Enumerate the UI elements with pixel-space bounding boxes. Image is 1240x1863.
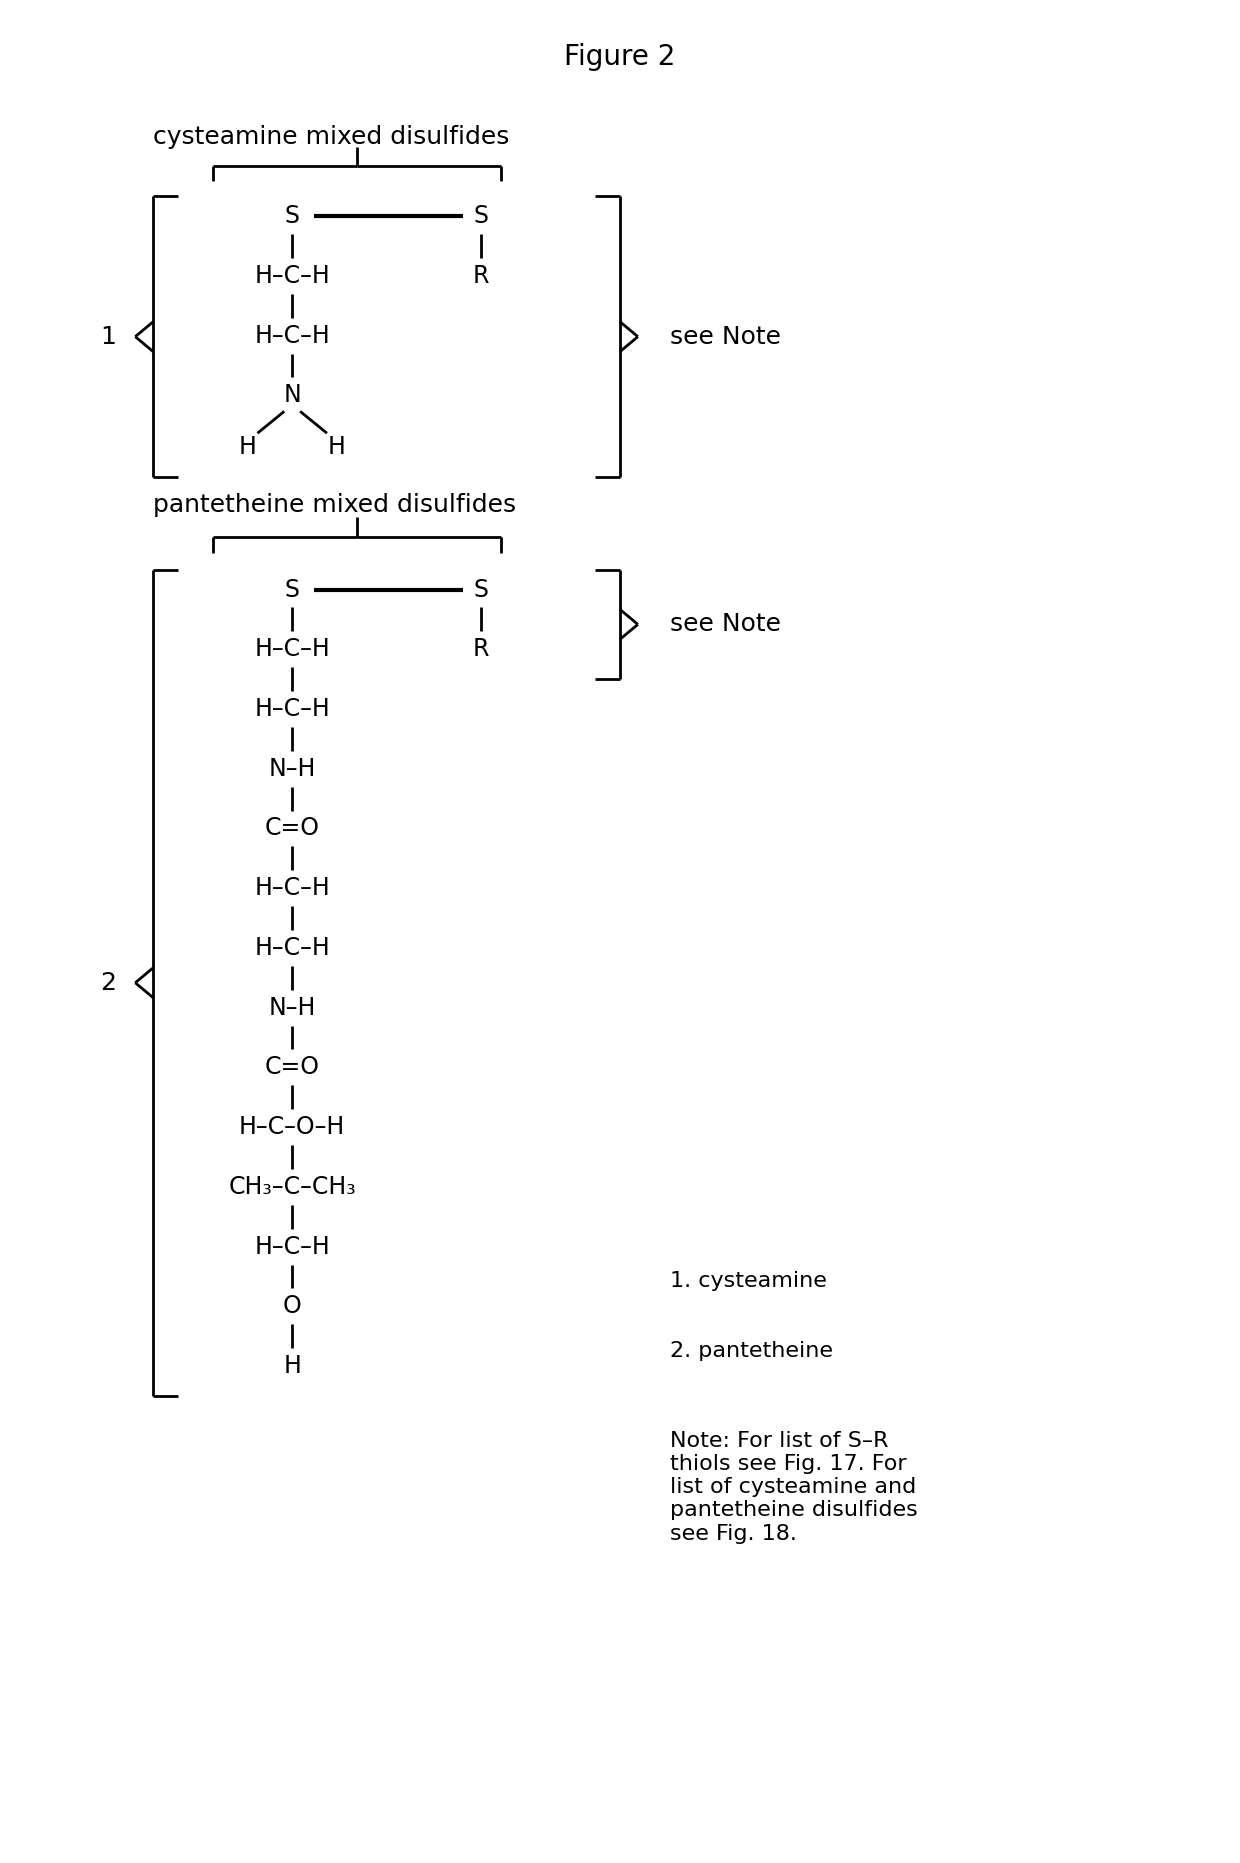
Text: H–C–H: H–C–H bbox=[254, 935, 330, 959]
Text: Figure 2: Figure 2 bbox=[564, 43, 676, 71]
Text: S: S bbox=[285, 205, 300, 227]
Text: H–C–H: H–C–H bbox=[254, 1235, 330, 1259]
Text: S: S bbox=[474, 578, 489, 602]
Text: see Note: see Note bbox=[670, 613, 781, 637]
Text: 2. pantetheine: 2. pantetheine bbox=[670, 1341, 833, 1362]
Text: pantetheine mixed disulfides: pantetheine mixed disulfides bbox=[154, 494, 516, 516]
Text: 2: 2 bbox=[100, 971, 117, 995]
Text: H–C–H: H–C–H bbox=[254, 324, 330, 348]
Text: 1: 1 bbox=[100, 324, 117, 348]
Text: see Note: see Note bbox=[670, 324, 781, 348]
Text: CH₃–C–CH₃: CH₃–C–CH₃ bbox=[228, 1176, 356, 1200]
Text: N: N bbox=[284, 384, 301, 408]
Text: S: S bbox=[474, 205, 489, 227]
Text: O: O bbox=[283, 1295, 301, 1319]
Text: H–C–O–H: H–C–O–H bbox=[239, 1116, 346, 1138]
Text: N–H: N–H bbox=[269, 995, 316, 1019]
Text: N–H: N–H bbox=[269, 756, 316, 781]
Text: H: H bbox=[327, 436, 346, 458]
Text: Note: For list of S–R
thiols see Fig. 17. For
list of cysteamine and
pantetheine: Note: For list of S–R thiols see Fig. 17… bbox=[670, 1431, 918, 1544]
Text: H–C–H: H–C–H bbox=[254, 876, 330, 900]
Text: H–C–H: H–C–H bbox=[254, 697, 330, 721]
Text: 1. cysteamine: 1. cysteamine bbox=[670, 1271, 827, 1291]
Text: R: R bbox=[472, 637, 490, 661]
Text: C=O: C=O bbox=[264, 816, 320, 840]
Text: cysteamine mixed disulfides: cysteamine mixed disulfides bbox=[154, 125, 510, 149]
Text: H: H bbox=[283, 1354, 301, 1379]
Text: R: R bbox=[472, 265, 490, 289]
Text: H–C–H: H–C–H bbox=[254, 637, 330, 661]
Text: H: H bbox=[238, 436, 257, 458]
Text: C=O: C=O bbox=[264, 1054, 320, 1079]
Text: H–C–H: H–C–H bbox=[254, 265, 330, 289]
Text: S: S bbox=[285, 578, 300, 602]
